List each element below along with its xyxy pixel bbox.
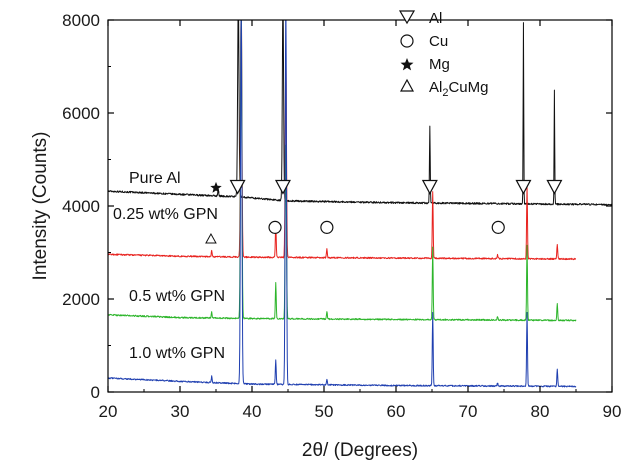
marker-down-triangle-3 <box>515 179 532 195</box>
marker-down-triangle-4 <box>546 179 563 195</box>
legend-mg-label: Mg <box>429 56 450 73</box>
axis-ticks: 20 30 40 50 60 70 80 90 0 2000 4000 6000 8000 <box>62 11 621 421</box>
y-tick-label-6000: 6000 <box>62 104 100 123</box>
y-tick-label-0: 0 <box>91 383 100 402</box>
x-tick-label-90: 90 <box>603 402 622 421</box>
marker-up-triangle-6 <box>205 232 217 244</box>
x-axis-title: 2θ/ (Degrees) <box>302 440 418 461</box>
series-line-1-0-wt-gpn <box>108 20 577 388</box>
legend-cu-marker <box>400 34 414 48</box>
legend-al-label: Al <box>429 10 442 27</box>
x-tick-label-30: 30 <box>171 402 190 421</box>
x-tick-label-40: 40 <box>243 402 262 421</box>
legend-al2cumg-base: Al <box>429 79 442 96</box>
legend-al2cumg-subscript: 2 <box>442 87 448 99</box>
series-line-pure-al <box>108 20 612 206</box>
y-tick-label-2000: 2000 <box>62 290 100 309</box>
series-label-025-gpn: 0.25 wt% GPN <box>113 206 218 223</box>
marker-down-triangle-2 <box>421 179 438 195</box>
marker-circle-8 <box>320 220 334 234</box>
x-tick-label-80: 80 <box>531 402 550 421</box>
marker-down-triangle-1 <box>274 179 291 195</box>
marker-down-triangle-0 <box>229 179 246 195</box>
y-tick-label-8000: 8000 <box>62 11 100 30</box>
x-tick-label-60: 60 <box>387 402 406 421</box>
marker-circle-9 <box>491 220 505 234</box>
x-tick-label-50: 50 <box>315 402 334 421</box>
marker-circle-7 <box>268 220 282 234</box>
legend: Al Cu Mg Al2CuMg <box>398 10 488 99</box>
legend-al2cumg-label: Al2CuMg <box>429 79 488 99</box>
legend-al2cumg-marker <box>399 78 415 92</box>
x-tick-label-70: 70 <box>459 402 478 421</box>
legend-al2cumg-suffix: CuMg <box>448 79 488 96</box>
marker-star-5 <box>210 181 222 193</box>
series-line-0-5-wt-gpn <box>108 20 577 322</box>
series-label-pure-al: Pure Al <box>129 170 181 187</box>
y-tick-label-4000: 4000 <box>62 197 100 216</box>
x-tick-label-20: 20 <box>99 402 118 421</box>
series-line-0-25-wt-gpn <box>108 20 577 261</box>
series-label-10-gpn: 1.0 wt% GPN <box>129 345 225 362</box>
y-axis-title: Intensity (Counts) <box>30 132 51 281</box>
legend-cu-label: Cu <box>429 33 448 50</box>
series-layer <box>108 20 612 388</box>
legend-al-marker <box>398 10 416 25</box>
phase-markers <box>205 179 563 244</box>
legend-mg-marker <box>400 58 414 71</box>
series-label-05-gpn: 0.5 wt% GPN <box>129 288 225 305</box>
